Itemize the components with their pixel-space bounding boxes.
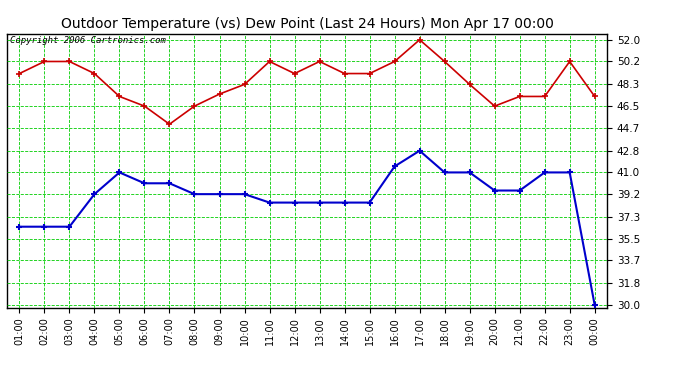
Text: Copyright 2006 Cartronics.com: Copyright 2006 Cartronics.com [10, 36, 166, 45]
Title: Outdoor Temperature (vs) Dew Point (Last 24 Hours) Mon Apr 17 00:00: Outdoor Temperature (vs) Dew Point (Last… [61, 17, 553, 31]
